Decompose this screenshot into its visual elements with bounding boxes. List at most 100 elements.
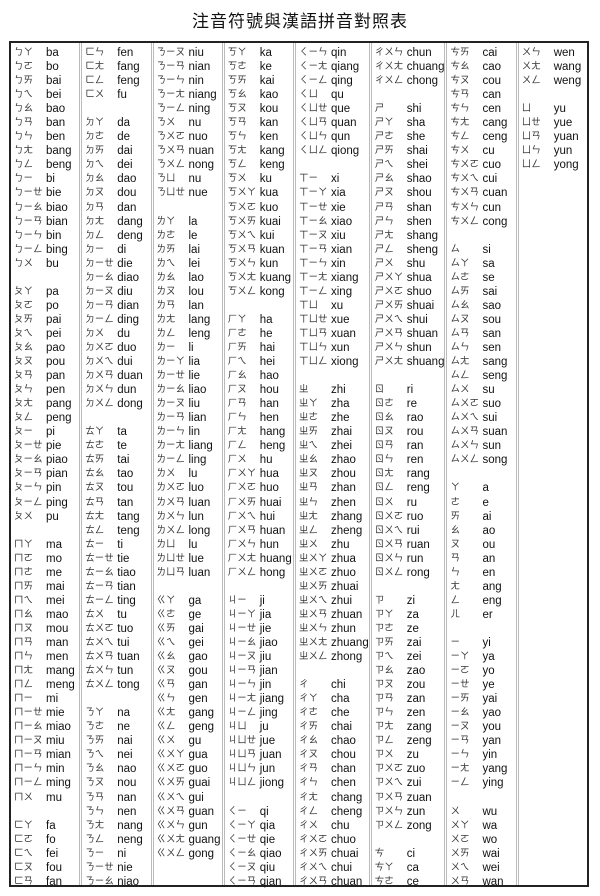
table-row: ㄕㄥ sheng [372, 243, 445, 257]
pinyin-cell: ban [46, 117, 66, 130]
zhuyin-cell: ㄏㄞ [227, 342, 247, 353]
zhuyin-cell: ㄖ [374, 384, 385, 396]
zhuyin-cell: ㄌㄨㄛ [156, 482, 186, 494]
zhuyin-cell: ㄌㄡ [156, 285, 176, 297]
zhuyin-cell: ㄗㄨㄟ [374, 777, 404, 789]
zhuyin-cell: ㄊㄧㄠ [85, 566, 114, 578]
zhuyin-cell: ㄌㄢ [156, 299, 176, 311]
table-row: ㄩㄣ yun [519, 144, 587, 158]
table-row: ㄕㄨㄤ shuang [372, 355, 445, 369]
pinyin-cell: kai [259, 75, 275, 88]
pinyin-cell: huan [259, 524, 286, 537]
pinyin-cell: tu [117, 608, 127, 621]
zhuyin-cell: ㄊㄧㄥ [85, 594, 114, 606]
pinyin-cell: zhai [331, 426, 353, 439]
pinyin-cell: peng [46, 412, 72, 425]
table-row: ㄏㄣ hen [225, 411, 293, 425]
zhuyin-cell: ㄌㄧㄤ [156, 440, 186, 452]
table-row: ㄕㄨㄟ shui [372, 313, 445, 327]
table-row: ㄧㄞ yai [447, 692, 515, 706]
table-row: ㄐㄧㄢ jian [225, 664, 293, 678]
pinyin-cell: lin [188, 426, 201, 439]
zhuyin-cell: ㄇㄢ [14, 636, 34, 648]
pinyin-cell: zhan [331, 482, 356, 495]
pinyin-cell: se [482, 271, 495, 284]
zhuyin-cell: ㄌㄩㄢ [156, 566, 186, 578]
pinyin-cell: tui [117, 636, 130, 649]
pinyin-cell: jue [259, 735, 276, 748]
pinyin-cell: pie [46, 440, 62, 453]
table-row: ㄉㄧㄠ diao [82, 271, 150, 285]
table-row: ㄍㄨㄞ guai [154, 776, 222, 790]
zhuyin-cell: ㄆㄛ [14, 299, 34, 311]
table-row: ㄍㄨㄢ guan [154, 805, 222, 819]
table-row: ㄊㄧㄝ tie [82, 552, 150, 566]
table-row: ㄓㄨㄟ zhui [296, 594, 369, 608]
table-row: ㄍㄚ ga [154, 594, 222, 608]
pinyin-cell: chu [331, 819, 350, 832]
pinyin-cell: shan [406, 201, 432, 214]
zhuyin-cell: ㄆㄧㄥ [14, 496, 43, 508]
table-row: ㄇㄜ me [11, 566, 79, 580]
table-row: ㄊㄧㄥ ting [82, 594, 150, 608]
pinyin-cell: lai [188, 243, 201, 256]
table-row: ㄍㄞ gai [154, 622, 222, 636]
table-row: ㄆㄤ pang [11, 397, 79, 411]
zhuyin-cell: ㄎㄨㄞ [227, 215, 257, 227]
pinyin-cell: zong [406, 819, 432, 832]
pinyin-cell: pao [46, 342, 66, 354]
zhuyin-cell: ㄊㄡ [85, 482, 105, 494]
zhuyin-cell: ㄗㄟ [374, 651, 394, 663]
zhuyin-cell: ㄇㄣ [14, 651, 34, 663]
zhuyin-cell: ㄒㄩㄣ [299, 342, 328, 353]
table-row: ㄉㄧㄡ diu [82, 285, 150, 299]
zhuyin-cell: ㄐㄧㄠ [227, 636, 257, 648]
table-row: ㄊㄞ tai [82, 453, 150, 467]
pinyin-cell: dai [117, 145, 133, 158]
zhuyin-cell: ㄕㄟ [374, 159, 394, 171]
table-row: ㄅㄧㄢ bian [11, 215, 79, 229]
zhuyin-cell: ㄏㄨㄚ [227, 468, 257, 480]
pinyin-cell: te [117, 440, 127, 453]
pinyin-cell: fo [46, 833, 56, 846]
zhuyin-cell: ㄓㄨ [299, 538, 319, 550]
pinyin-cell: zei [406, 651, 422, 664]
zhuyin-cell: ㄑㄩㄥ [299, 145, 328, 157]
zhuyin-cell: ㄎㄨㄚ [227, 187, 257, 199]
zhuyin-cell: ㄨㄢ [450, 875, 470, 887]
zhuyin-cell: ㄉㄢ [85, 201, 105, 213]
pinyin-cell: cha [331, 693, 350, 706]
table-row: ㄑㄧㄣ qin [296, 46, 369, 60]
table-row: ㄇㄧㄣ min [11, 762, 79, 776]
zhuyin-cell: ㄏㄨㄛ [227, 482, 257, 494]
pinyin-cell: zhong [331, 651, 363, 664]
zhuyin-cell: ㄗ [374, 594, 385, 606]
pinyin-cell: lu [188, 468, 198, 481]
table-row: ㄧㄢ yan [447, 734, 515, 748]
table-row: ㄇㄛ mo [11, 552, 79, 566]
zhuyin-cell: ㄇㄜ [14, 566, 34, 578]
table-row: ㄍㄟ gei [154, 636, 222, 650]
pinyin-cell: bi [46, 173, 55, 186]
zhuyin-cell: ㄌㄤ [156, 313, 176, 325]
zhuyin-cell: ㄓㄢ [299, 482, 319, 494]
pinyin-cell: ju [259, 721, 269, 734]
table-row: ㄨㄤ wang [519, 60, 587, 74]
table-row: ㄇㄧㄝ mie [11, 706, 79, 720]
zhuyin-cell: ㄎㄨㄟ [227, 229, 257, 241]
zhuyin-cell: ㄧㄝ [450, 679, 470, 691]
pinyin-cell: luan [188, 566, 211, 579]
table-row: ㄑㄧ qi [225, 805, 293, 819]
pinyin-cell: miao [46, 721, 71, 734]
table-row: ㄍㄨㄤ guang [154, 833, 222, 847]
zhuyin-cell: ㄓㄨㄤ [299, 636, 328, 648]
pinyin-cell: eng [482, 594, 502, 607]
table-row: ㄊㄨㄢ tuan [82, 650, 150, 664]
table-row: ㄓㄨㄤ zhuang [296, 636, 369, 650]
pinyin-cell: ruan [406, 538, 430, 551]
table-row: ㄏㄢ han [225, 397, 293, 411]
zhuyin-cell: ㄍㄨㄟ [156, 791, 186, 803]
table-row: ㄊㄚ ta [82, 425, 150, 439]
blank-row [447, 622, 515, 636]
pinyin-cell: lan [188, 299, 204, 312]
